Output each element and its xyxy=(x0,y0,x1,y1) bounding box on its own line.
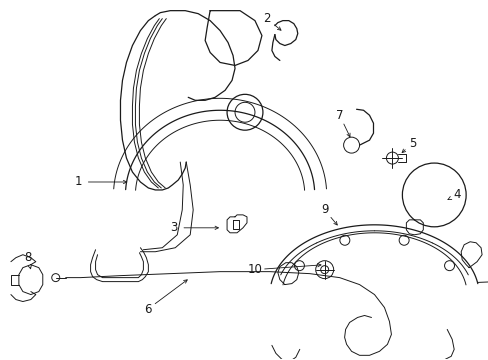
Text: 4: 4 xyxy=(452,188,460,202)
Text: 5: 5 xyxy=(408,137,415,150)
Text: 3: 3 xyxy=(170,221,178,234)
Text: 6: 6 xyxy=(143,303,151,316)
Text: 1: 1 xyxy=(75,175,82,189)
Text: 9: 9 xyxy=(320,203,328,216)
Text: 10: 10 xyxy=(247,263,262,276)
Text: 7: 7 xyxy=(335,109,343,122)
Text: 2: 2 xyxy=(263,12,270,25)
Text: 8: 8 xyxy=(24,251,31,264)
